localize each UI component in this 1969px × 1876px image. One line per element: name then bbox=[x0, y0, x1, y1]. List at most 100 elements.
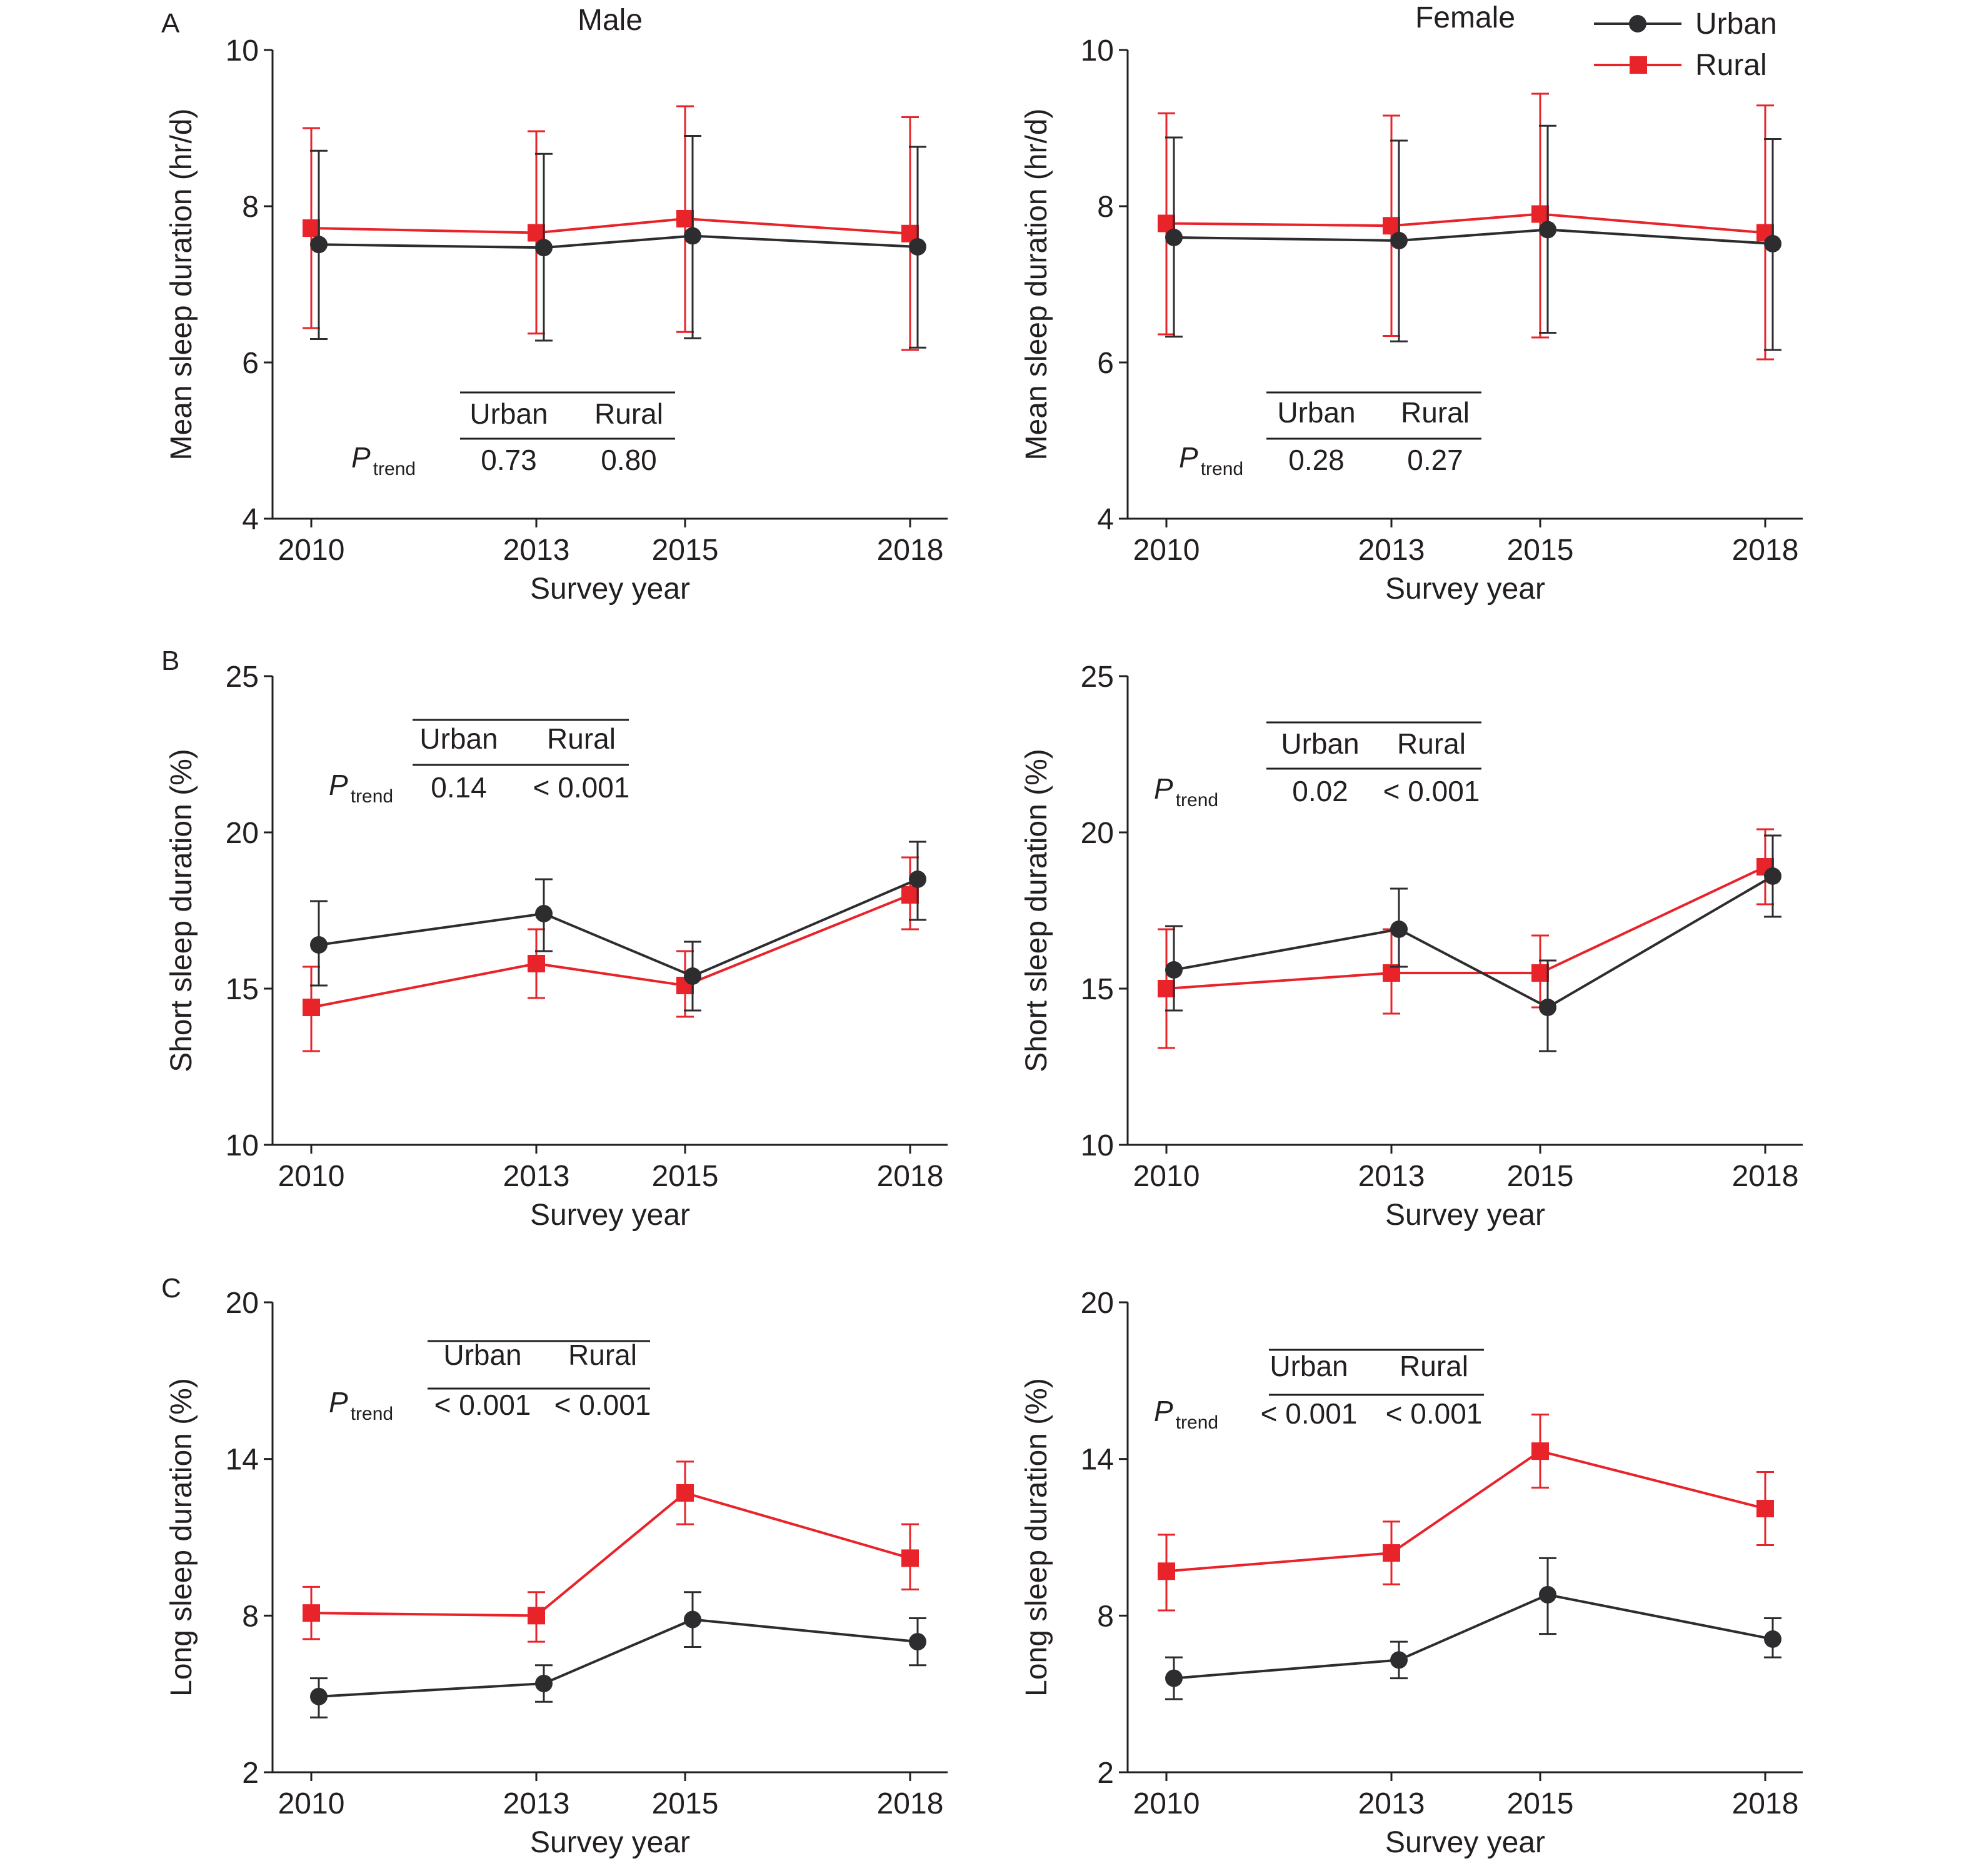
legend-item-urban: Urban bbox=[1594, 7, 1777, 41]
series-urban bbox=[310, 841, 926, 1012]
data-point-urban bbox=[1764, 235, 1781, 252]
series-line-urban bbox=[318, 234, 918, 249]
x-tick-label: 2015 bbox=[1507, 1787, 1574, 1820]
y-tick-label: 4 bbox=[242, 503, 259, 536]
data-point-rural bbox=[901, 1549, 919, 1567]
ptrend-label-p: P bbox=[1154, 1395, 1173, 1427]
panel-letter-a: A bbox=[161, 8, 180, 39]
y-tick-label: 8 bbox=[1097, 1600, 1114, 1633]
ptrend-header-urban: Urban bbox=[419, 722, 498, 755]
ptrend-header-urban: Urban bbox=[1270, 1350, 1348, 1382]
ptrend-table: Urban Rural < 0.001 < 0.001 P trend bbox=[329, 1339, 651, 1424]
ptrend-table: Urban Rural 0.02 < 0.001 P trend bbox=[1154, 721, 1481, 811]
ptrend-value-rural: < 0.001 bbox=[1386, 1397, 1483, 1430]
ptrend-label-sub: trend bbox=[1176, 1412, 1218, 1433]
x-tick-label: 2013 bbox=[1358, 1160, 1425, 1193]
x-tick-label: 2013 bbox=[1358, 1787, 1425, 1820]
x-tick-label: 2018 bbox=[1732, 534, 1799, 567]
x-tick-label: 2015 bbox=[1507, 534, 1574, 567]
x-axis-title: Survey year bbox=[530, 1199, 690, 1232]
y-tick-label: 20 bbox=[226, 1287, 259, 1320]
ptrend-header-urban: Urban bbox=[443, 1339, 521, 1371]
data-point-urban bbox=[1390, 921, 1408, 938]
ptrend-label-p: P bbox=[329, 1386, 348, 1419]
y-tick-label: 20 bbox=[1081, 817, 1114, 850]
ptrend-header-urban: Urban bbox=[1281, 727, 1359, 760]
ptrend-header-rural: Rural bbox=[1400, 1350, 1468, 1382]
data-point-rural bbox=[1756, 1500, 1774, 1518]
y-tick-label: 20 bbox=[226, 817, 259, 850]
data-point-rural bbox=[303, 219, 320, 237]
y-axis-title: Mean sleep duration (hr/d) bbox=[165, 109, 198, 461]
data-point-urban bbox=[535, 239, 553, 257]
series-line-urban bbox=[318, 1618, 918, 1698]
series-line-rural bbox=[1166, 866, 1766, 990]
x-tick-label: 2013 bbox=[503, 1787, 570, 1820]
data-point-rural bbox=[1531, 1442, 1549, 1460]
ptrend-label-sub: trend bbox=[373, 459, 416, 479]
series-line-rural bbox=[1166, 212, 1766, 234]
data-point-urban bbox=[1390, 1651, 1408, 1669]
ptrend-table: Urban Rural 0.28 0.27 P trend bbox=[1179, 391, 1481, 479]
series-line-rural bbox=[1166, 1449, 1766, 1573]
data-point-urban bbox=[909, 1633, 926, 1651]
y-tick-label: 20 bbox=[1081, 1287, 1114, 1320]
data-point-urban bbox=[1165, 961, 1183, 979]
y-tick-label: 2 bbox=[242, 1757, 259, 1790]
y-tick-label: 10 bbox=[226, 34, 259, 67]
data-point-rural bbox=[1383, 217, 1400, 235]
chart-panel-a-female: 4 6 8 10 2010 2013 2015 2018 Survey year Mean sle… bbox=[1020, 34, 1803, 606]
x-axis-title: Survey year bbox=[1385, 572, 1545, 606]
x-tick-label: 2018 bbox=[1732, 1787, 1799, 1820]
series-urban bbox=[1165, 124, 1781, 351]
ptrend-header-rural: Rural bbox=[1397, 727, 1466, 760]
ptrend-value-rural: < 0.001 bbox=[554, 1389, 651, 1421]
x-tick-label: 2015 bbox=[652, 1160, 719, 1193]
x-tick-label: 2018 bbox=[877, 1787, 944, 1820]
x-tick-label: 2013 bbox=[503, 1160, 570, 1193]
ptrend-table: Urban Rural 0.14 < 0.001 P trend bbox=[329, 719, 629, 807]
x-tick-label: 2015 bbox=[652, 534, 719, 567]
ptrend-label-p: P bbox=[329, 769, 348, 801]
series-rural bbox=[303, 1460, 919, 1643]
data-point-rural bbox=[528, 224, 545, 242]
series-urban bbox=[1165, 1557, 1781, 1700]
ptrend-label-p: P bbox=[351, 441, 371, 474]
series-line-rural bbox=[311, 1491, 911, 1617]
data-point-urban bbox=[535, 905, 553, 922]
ptrend-value-urban: 0.14 bbox=[431, 771, 487, 804]
series-line-rural bbox=[311, 894, 911, 1009]
chart-panel-c-male: 2 8 14 20 2010 2013 2015 2018 Survey year Long sl… bbox=[165, 1287, 948, 1859]
y-tick-label: 14 bbox=[1081, 1444, 1114, 1477]
ptrend-label-sub: trend bbox=[351, 786, 393, 807]
data-point-rural bbox=[676, 1484, 694, 1502]
data-point-rural bbox=[1158, 980, 1175, 997]
x-tick-label: 2010 bbox=[278, 1160, 345, 1193]
x-axis-title: Survey year bbox=[530, 572, 690, 606]
panel-title-male: Male bbox=[578, 4, 643, 37]
legend-item-rural: Rural bbox=[1594, 49, 1767, 82]
y-tick-label: 4 bbox=[1097, 503, 1114, 536]
data-point-rural bbox=[901, 886, 919, 904]
y-axis-title: Long sleep duration (%) bbox=[165, 1378, 198, 1697]
y-tick-label: 14 bbox=[226, 1444, 259, 1477]
x-tick-label: 2015 bbox=[652, 1787, 719, 1820]
y-tick-label: 10 bbox=[226, 1129, 259, 1162]
ptrend-header-rural: Rural bbox=[568, 1339, 637, 1371]
data-point-urban bbox=[1165, 229, 1183, 246]
ptrend-header-urban: Urban bbox=[1277, 396, 1355, 429]
ptrend-value-rural: 0.80 bbox=[601, 444, 657, 476]
y-tick-label: 6 bbox=[1097, 347, 1114, 380]
y-tick-label: 25 bbox=[226, 661, 259, 694]
legend-urban-marker-icon bbox=[1629, 15, 1646, 32]
series-rural bbox=[1158, 1414, 1774, 1612]
ptrend-label-sub: trend bbox=[351, 1404, 393, 1424]
ptrend-table: Urban Rural < 0.001 < 0.001 P trend bbox=[1154, 1349, 1484, 1433]
y-axis-title: Long sleep duration (%) bbox=[1020, 1378, 1053, 1697]
series-line-rural bbox=[311, 217, 911, 235]
y-tick-label: 8 bbox=[242, 191, 259, 224]
